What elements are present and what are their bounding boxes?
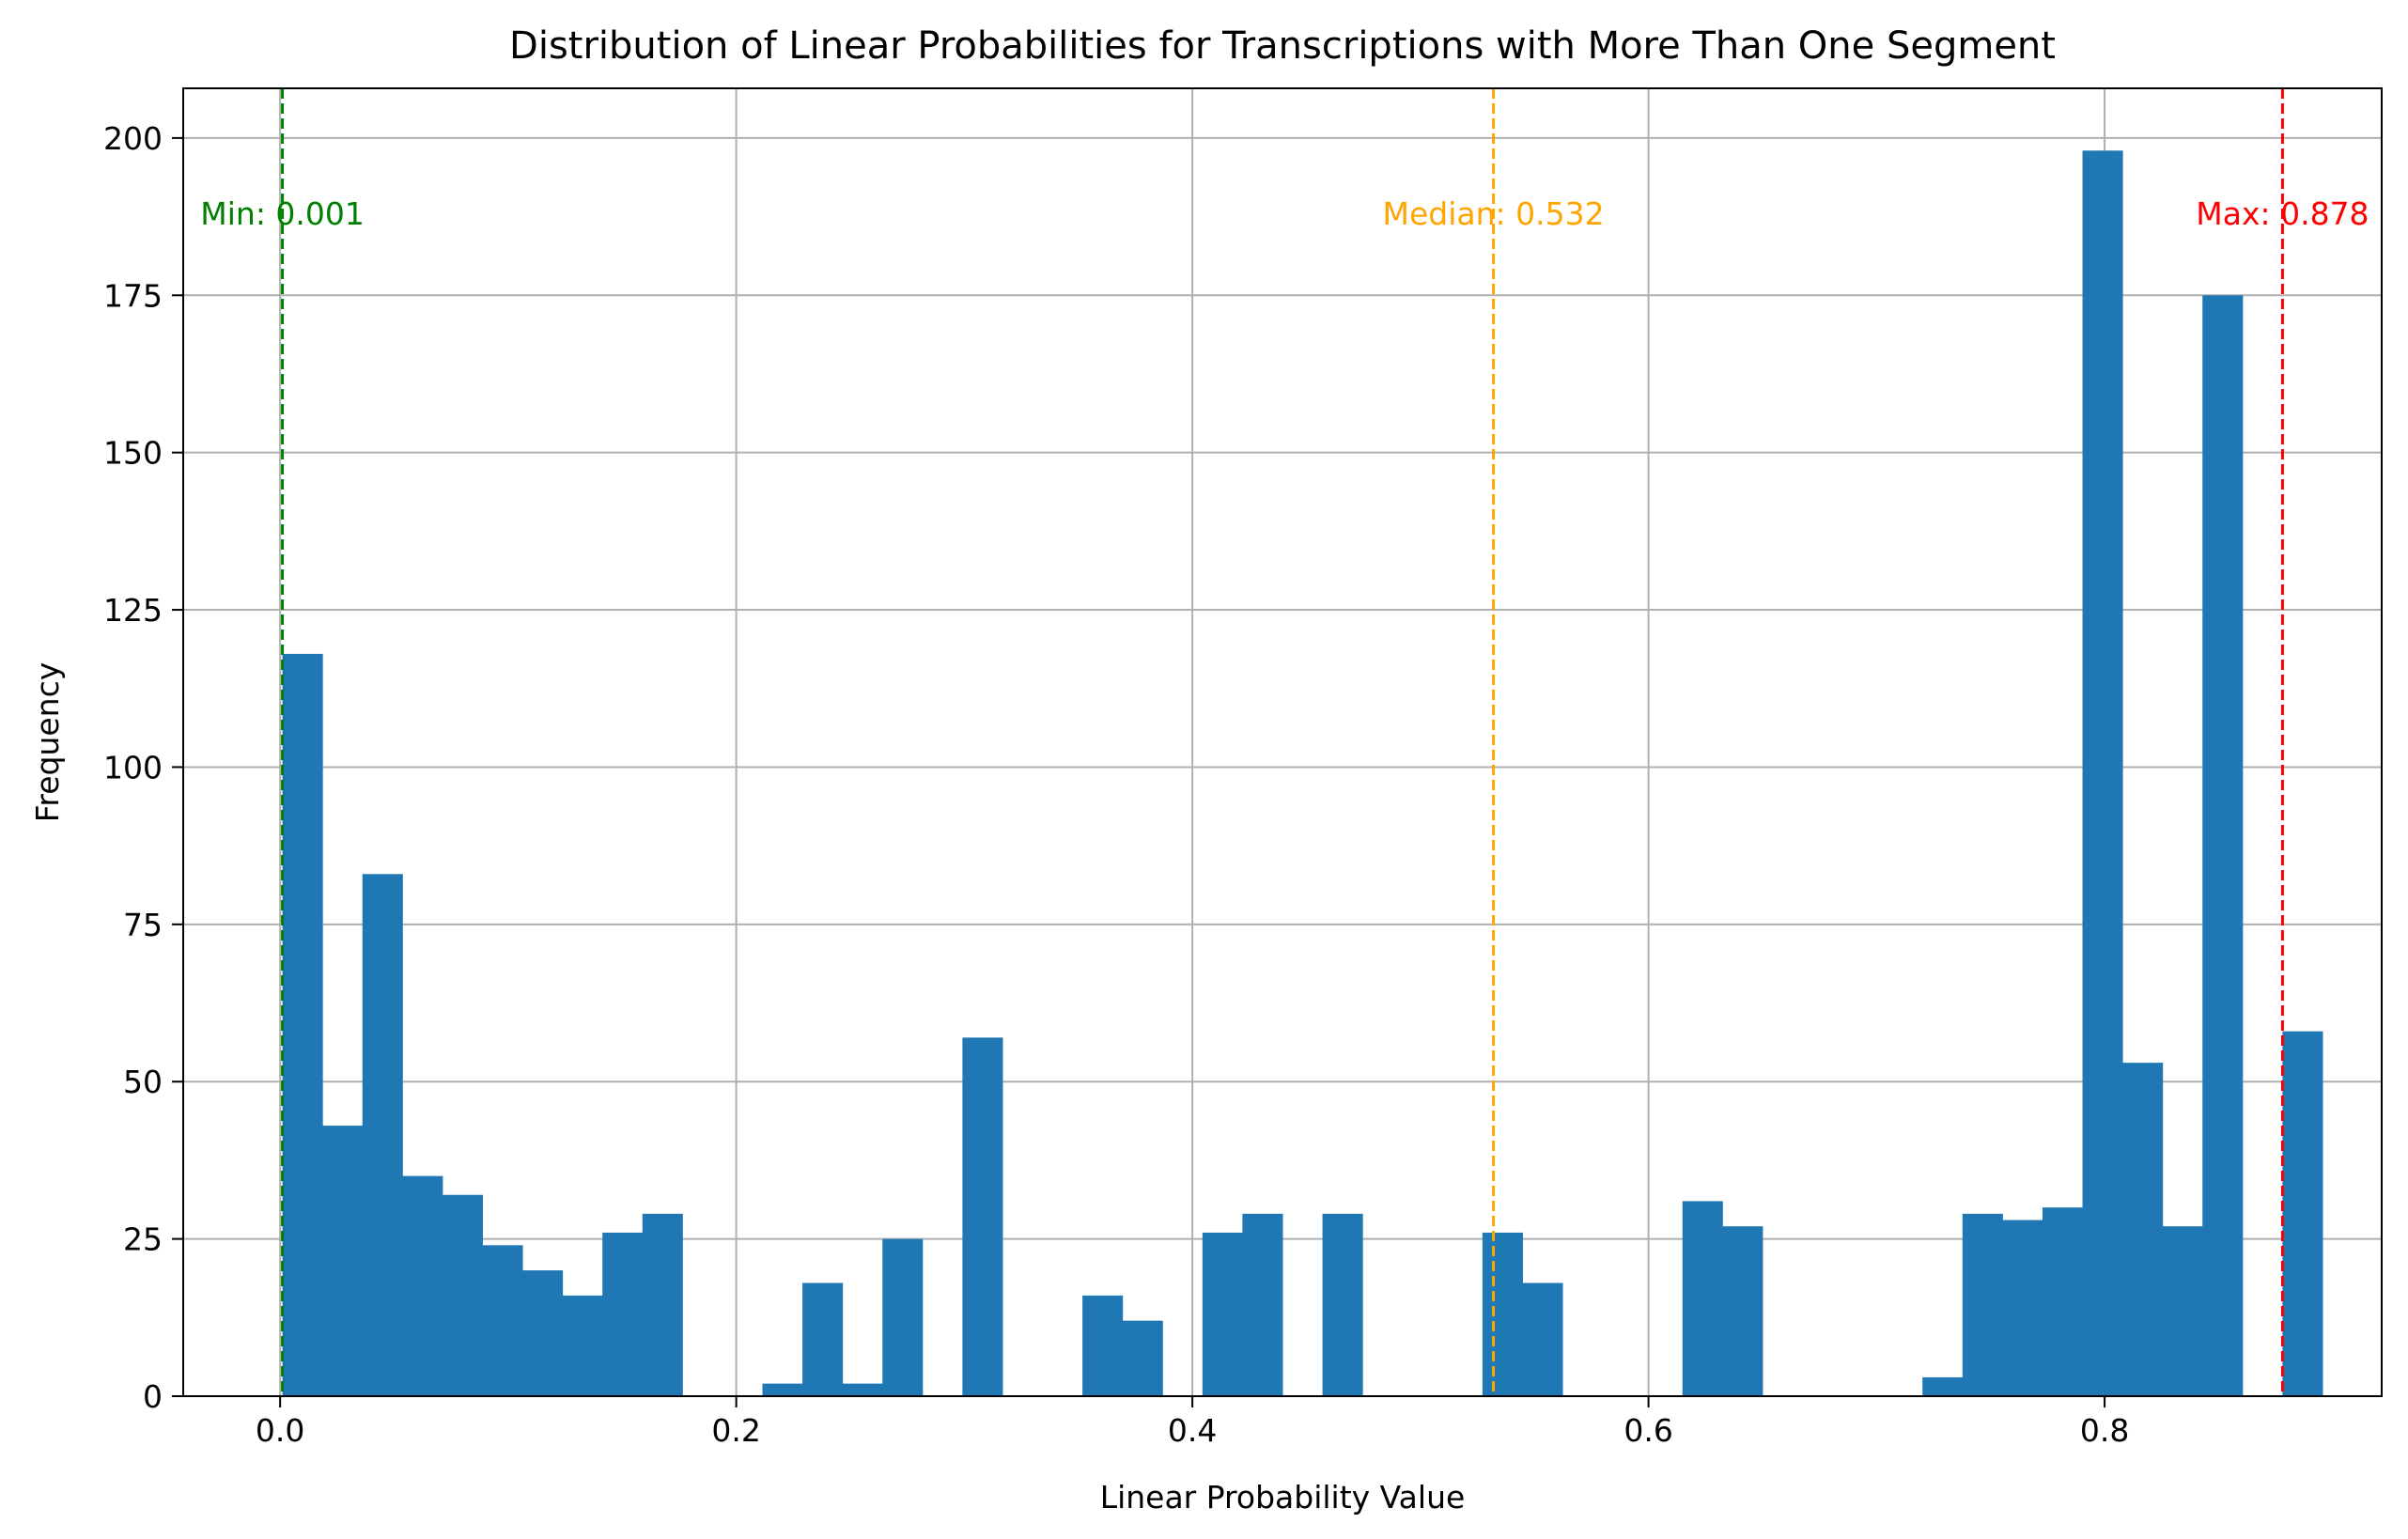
y-tick-label-1: 25 bbox=[123, 1221, 163, 1258]
y-tick-label-3: 75 bbox=[123, 907, 163, 943]
histogram-bar-46 bbox=[2122, 1063, 2164, 1396]
histogram-bar-47 bbox=[2162, 1226, 2203, 1396]
histogram-bar-14 bbox=[842, 1383, 883, 1396]
y-axis: 0 25 50 75 100 125 150 175 200 bbox=[103, 120, 183, 1415]
x-tick-label-4: 0.8 bbox=[2080, 1412, 2129, 1449]
y-tick-label-7: 175 bbox=[103, 277, 163, 314]
histogram-bar-43 bbox=[2002, 1220, 2043, 1396]
reference-labels: Min: 0.001 Median: 0.532 Max: 0.878 bbox=[200, 195, 2369, 232]
histogram-bar-30 bbox=[1482, 1232, 1523, 1396]
y-tick-label-2: 50 bbox=[123, 1064, 163, 1100]
histogram-bar-31 bbox=[1522, 1282, 1563, 1396]
histogram-bar-17 bbox=[962, 1037, 1003, 1396]
histogram-bar-41 bbox=[1922, 1376, 1964, 1396]
plot-frame bbox=[182, 87, 2383, 1397]
plot-background bbox=[183, 88, 2382, 1396]
x-axis-label: Linear Probability Value bbox=[1100, 1479, 1466, 1516]
y-axis-label: Frequency bbox=[29, 662, 66, 822]
histogram-bar-45 bbox=[2082, 150, 2123, 1396]
histogram-bar-48 bbox=[2202, 295, 2244, 1396]
histogram-bar-1 bbox=[322, 1126, 364, 1396]
chart-title: Distribution of Linear Probabilities for… bbox=[509, 24, 2056, 68]
reference-label-2: Max: 0.878 bbox=[2196, 195, 2369, 232]
y-tick-label-0: 0 bbox=[143, 1378, 163, 1415]
x-tick-label-3: 0.6 bbox=[1623, 1412, 1672, 1449]
histogram-bar-3 bbox=[402, 1175, 443, 1396]
x-tick-label-0: 0.0 bbox=[256, 1412, 304, 1449]
histogram-bar-35 bbox=[1682, 1201, 1723, 1396]
histogram-bar-42 bbox=[1962, 1213, 2003, 1396]
histogram-bar-26 bbox=[1322, 1213, 1363, 1396]
histogram-bar-4 bbox=[442, 1194, 483, 1396]
histogram-bar-13 bbox=[802, 1282, 844, 1396]
x-tick-label-2: 0.4 bbox=[1168, 1412, 1217, 1449]
histogram-bars bbox=[282, 150, 2323, 1396]
reference-lines bbox=[281, 88, 2284, 1396]
histogram-bar-24 bbox=[1242, 1213, 1283, 1396]
histogram-bar-12 bbox=[762, 1383, 803, 1396]
x-axis: 0.0 0.2 0.4 0.6 0.8 bbox=[256, 1396, 2129, 1449]
histogram-bar-5 bbox=[482, 1245, 523, 1396]
y-tick-label-5: 125 bbox=[103, 592, 163, 629]
histogram-bar-0 bbox=[282, 653, 323, 1396]
reference-label-0: Min: 0.001 bbox=[200, 195, 365, 232]
x-tick-label-1: 0.2 bbox=[711, 1412, 760, 1449]
histogram-bar-23 bbox=[1202, 1232, 1243, 1396]
plot-area bbox=[182, 87, 2383, 1397]
histogram-bar-8 bbox=[602, 1232, 644, 1396]
histogram-bar-2 bbox=[362, 874, 403, 1396]
histogram-bar-44 bbox=[2042, 1207, 2084, 1396]
histogram-bar-20 bbox=[1082, 1295, 1124, 1396]
grid-lines bbox=[183, 88, 2382, 1397]
histogram-bar-36 bbox=[1722, 1226, 1763, 1396]
histogram-bar-6 bbox=[522, 1270, 564, 1396]
y-tick-label-8: 200 bbox=[103, 120, 163, 157]
histogram-bar-9 bbox=[642, 1213, 683, 1396]
histogram-bar-21 bbox=[1122, 1320, 1163, 1396]
y-tick-label-4: 100 bbox=[103, 749, 163, 785]
histogram-bar-7 bbox=[562, 1295, 603, 1396]
reference-label-1: Median: 0.532 bbox=[1382, 195, 1604, 232]
y-tick-label-6: 150 bbox=[103, 435, 163, 472]
histogram-bar-50 bbox=[2282, 1031, 2323, 1396]
histogram-bar-15 bbox=[882, 1238, 924, 1396]
